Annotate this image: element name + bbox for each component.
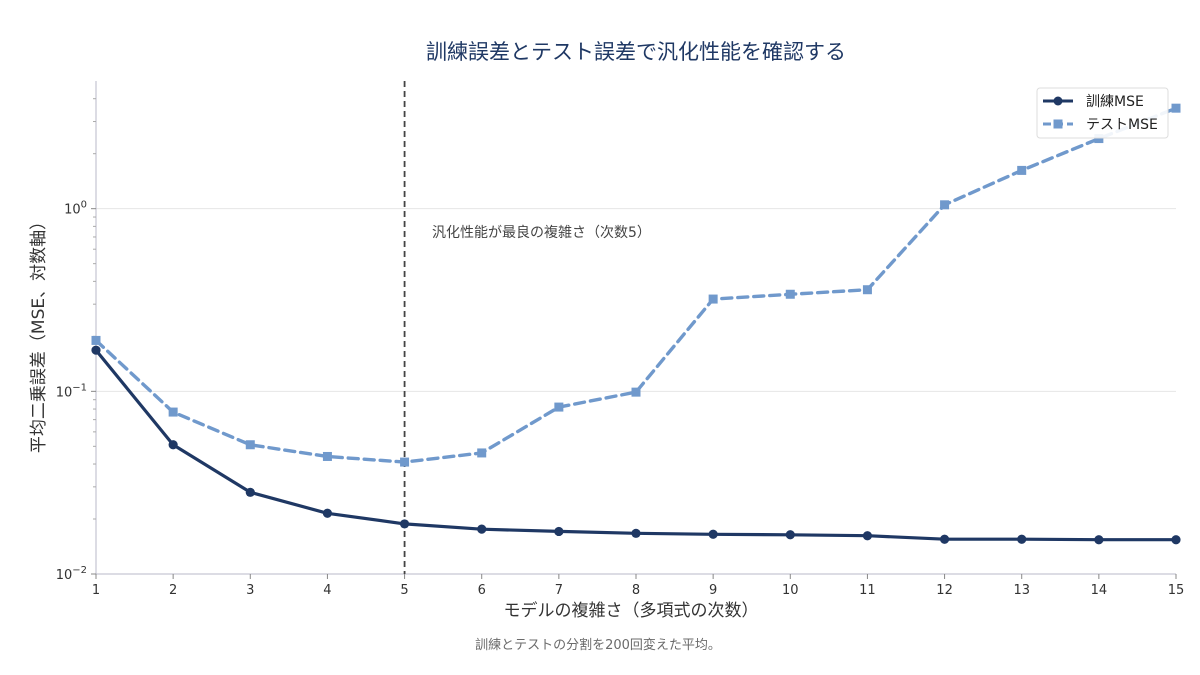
data-point-test	[477, 448, 487, 458]
data-point-train	[245, 487, 255, 497]
data-point-test	[1094, 134, 1104, 144]
data-point-train	[862, 531, 873, 541]
data-point-test	[322, 451, 332, 461]
x-tick-label: 2	[169, 583, 177, 598]
legend: 訓練MSE テストMSE	[1036, 87, 1169, 139]
data-point-train	[631, 528, 641, 538]
x-tick-label: 6	[478, 583, 486, 598]
y-tick-label: 10−1	[56, 382, 87, 400]
x-tick-label: 15	[1168, 583, 1185, 598]
x-tick-label: 5	[400, 583, 408, 598]
chart-title: 訓練誤差とテスト誤差で汎化性能を確認する	[426, 40, 846, 64]
data-point-test	[940, 200, 950, 210]
x-axis-label: モデルの複雑さ（多項式の次数）	[504, 600, 759, 621]
series-layer	[91, 81, 1181, 574]
chart-caption: 訓練とテストの分割を200回変えた平均。	[475, 637, 721, 653]
x-tick-label: 13	[1013, 583, 1030, 598]
data-point-test	[1171, 103, 1181, 113]
x-tick-label: 3	[246, 583, 254, 598]
legend-label: テストMSE	[1086, 117, 1158, 133]
data-point-train	[91, 345, 101, 355]
data-point-test	[91, 335, 101, 345]
data-point-test	[168, 407, 178, 417]
data-point-test	[631, 387, 641, 397]
data-point-train	[399, 519, 410, 529]
data-point-train	[785, 530, 795, 540]
data-point-test	[245, 440, 255, 450]
data-point-train	[708, 529, 718, 539]
data-point-test	[785, 289, 795, 299]
x-tick-label: 8	[632, 583, 640, 598]
legend-swatch-marker	[1053, 119, 1063, 129]
x-tick-label: 12	[936, 583, 953, 598]
data-point-train	[554, 526, 564, 537]
data-point-test	[1017, 165, 1027, 175]
x-tick-label: 14	[1091, 583, 1108, 598]
data-point-train	[1171, 535, 1181, 545]
data-point-test	[708, 294, 718, 304]
data-point-train	[477, 524, 487, 534]
y-tick-label: 10−2	[56, 565, 87, 583]
y-axis-label: 平均二乗誤差（MSE、対数軸）	[29, 213, 49, 453]
x-tick-label: 9	[709, 583, 717, 598]
data-point-test	[400, 457, 410, 467]
x-tick-label: 11	[859, 583, 876, 598]
data-point-train	[939, 534, 950, 544]
y-tick-label: 100	[64, 200, 87, 218]
x-tick-label: 7	[555, 583, 563, 598]
x-tick-label: 4	[323, 583, 331, 598]
data-point-test	[554, 402, 564, 412]
series-line-test	[94, 106, 1178, 464]
data-point-train	[1094, 535, 1104, 545]
legend-label: 訓練MSE	[1086, 94, 1144, 110]
data-point-train	[168, 440, 178, 450]
data-point-train	[1017, 534, 1027, 544]
data-point-test	[862, 285, 872, 295]
x-tick-label: 10	[782, 583, 799, 598]
best-degree-annotation: 汎化性能が最良の複雑さ（次数5）	[432, 224, 651, 241]
legend-swatch-marker	[1053, 96, 1063, 106]
x-tick-label: 1	[92, 583, 100, 598]
data-point-train	[322, 508, 333, 518]
